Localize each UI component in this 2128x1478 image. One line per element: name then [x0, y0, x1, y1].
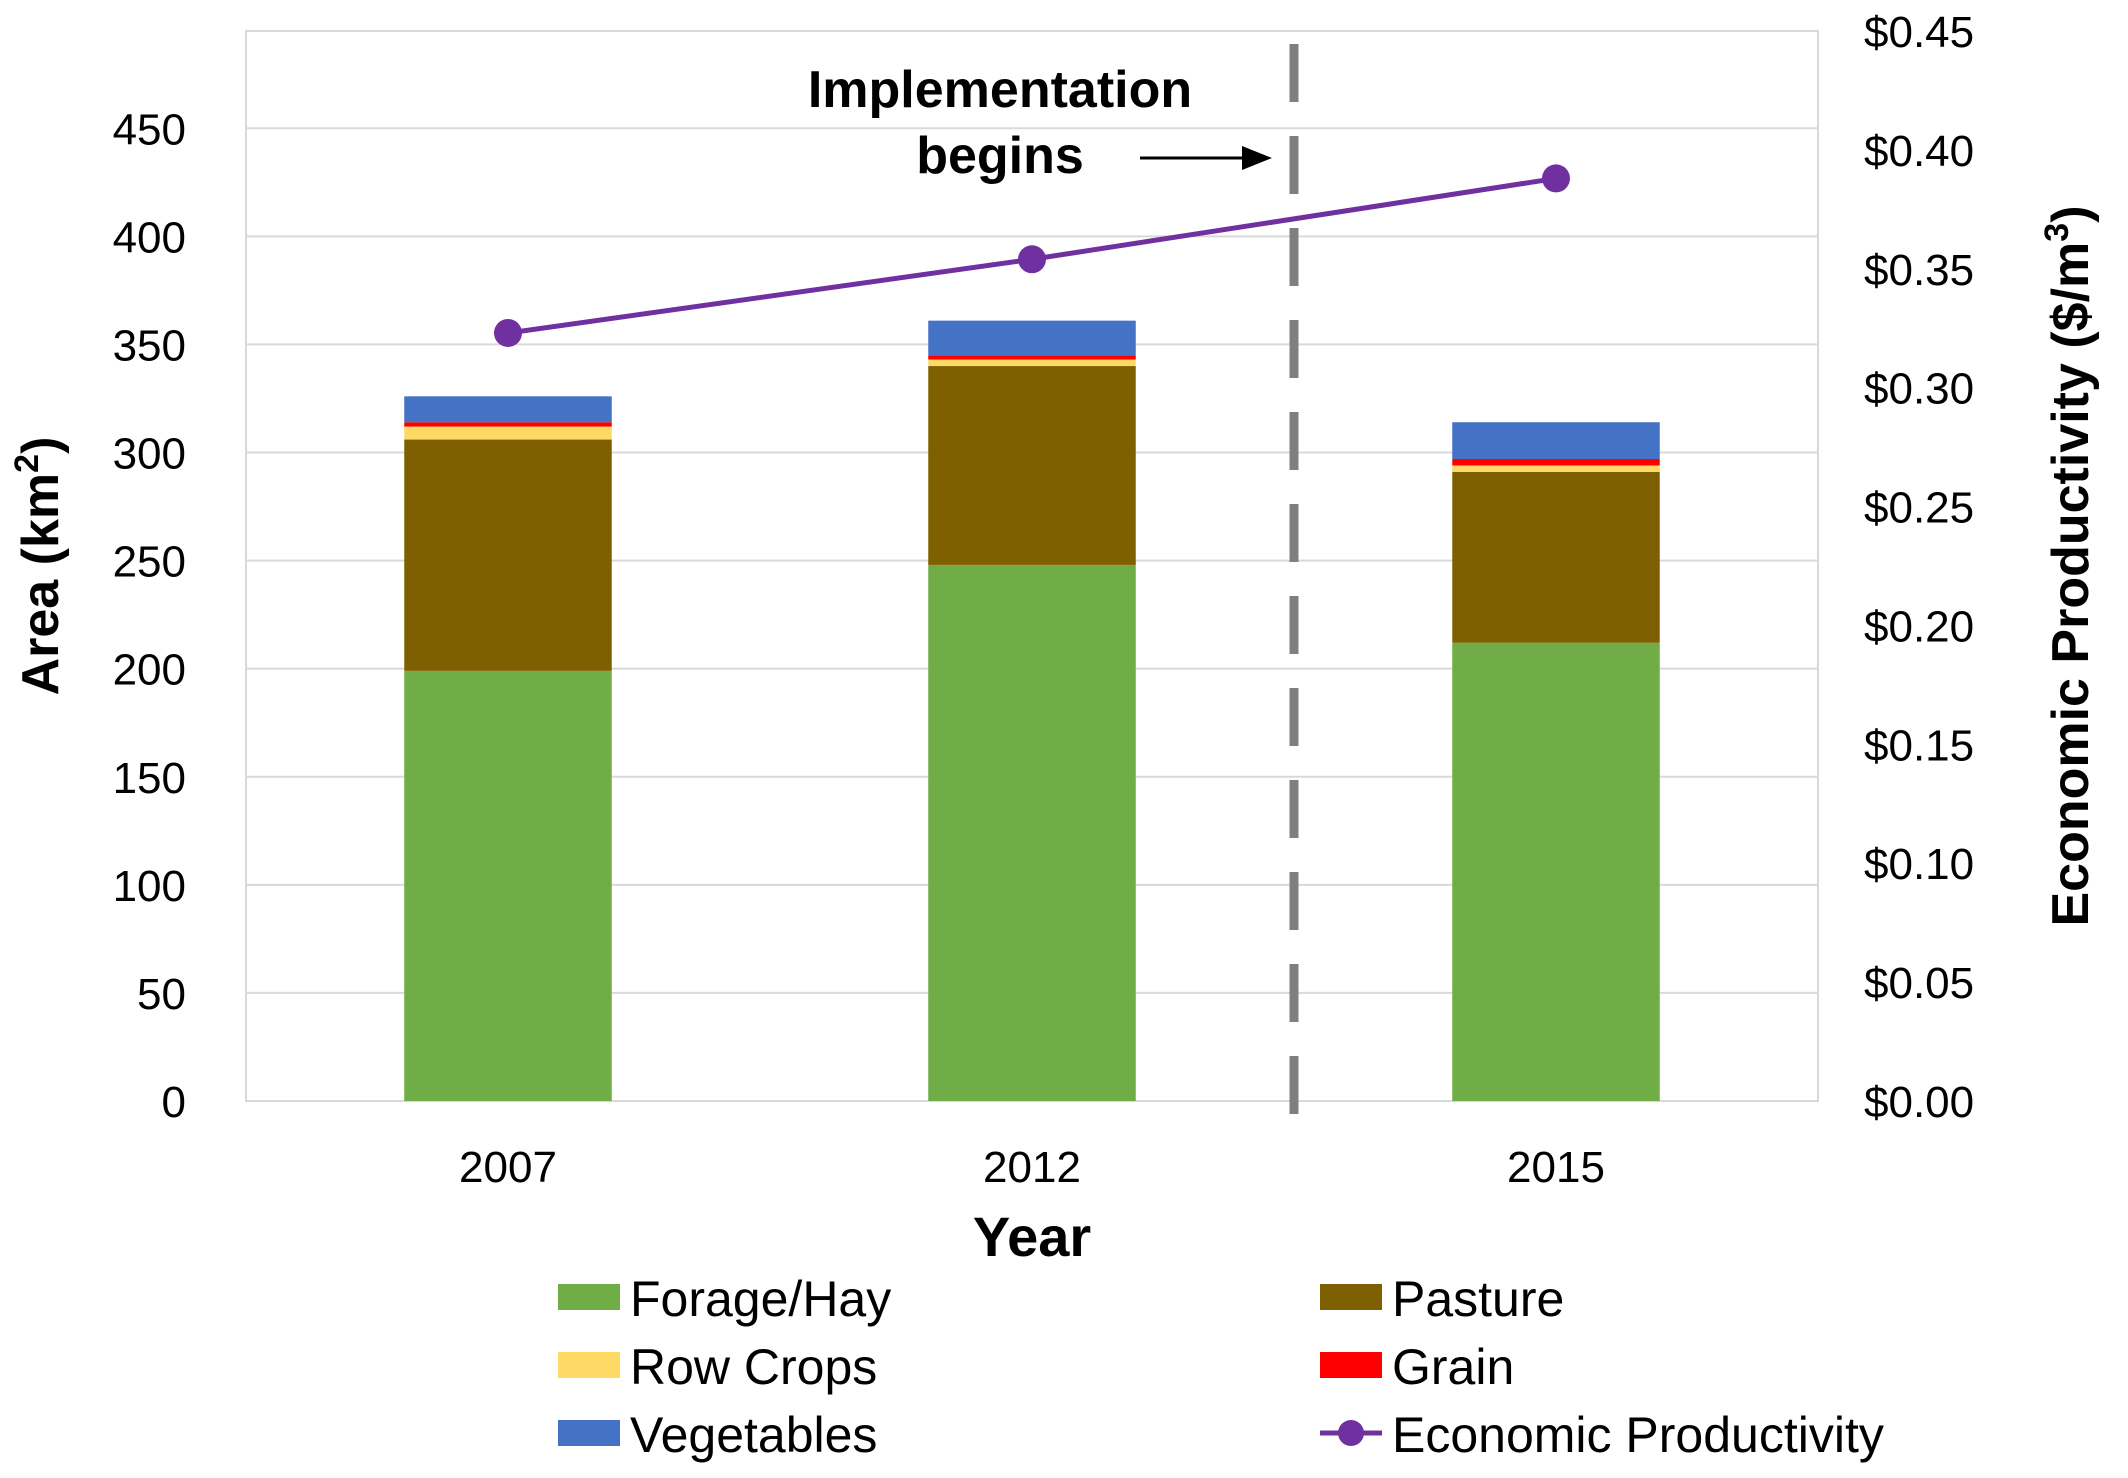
y2-tick-label: $0.00 — [1864, 1078, 1974, 1127]
y-tick-label: 450 — [113, 105, 186, 154]
legend-label-grain: Grain — [1392, 1339, 1514, 1395]
legend-label-row-crops: Row Crops — [630, 1339, 877, 1395]
annotation-line-1: Implementation — [808, 61, 1192, 119]
bar-pasture-2015 — [1452, 471, 1660, 643]
x-axis-title: Year — [973, 1205, 1091, 1268]
bars — [404, 320, 1660, 1101]
legend-swatch-row-crops — [558, 1352, 620, 1378]
bar-vegetables-2015 — [1452, 422, 1660, 459]
y2-tick-label: $0.45 — [1864, 8, 1974, 57]
annotation-line-2: begins — [916, 127, 1084, 185]
y2-tick-label: $0.35 — [1864, 246, 1974, 295]
legend-swatch-grain — [1320, 1352, 1382, 1378]
y-tick-label: 100 — [113, 862, 186, 911]
legend-label-forage-hay: Forage/Hay — [630, 1271, 891, 1327]
bar-vegetables-2012 — [928, 320, 1136, 356]
bar-forage-hay-2012 — [928, 564, 1136, 1101]
x-tick-label: 2012 — [983, 1143, 1081, 1192]
y2-tick-label: $0.20 — [1864, 602, 1974, 651]
bar-pasture-2007 — [404, 439, 612, 671]
y2-tick-label: $0.15 — [1864, 721, 1974, 770]
legend-swatch-pasture — [1320, 1284, 1382, 1310]
annotation-arrow-head — [1242, 146, 1272, 170]
y-tick-label: 350 — [113, 321, 186, 370]
economic-productivity-line — [494, 164, 1570, 347]
y-tick-label: 0 — [162, 1078, 186, 1127]
y2-axis-title-sup: 3 — [2038, 223, 2076, 242]
y-axis-title-sup: 2 — [8, 454, 46, 473]
bar-grain-2012 — [928, 355, 1136, 360]
legend-swatch-forage-hay — [558, 1284, 620, 1310]
economic-productivity-point — [494, 318, 522, 347]
y2-axis-title: Economic Productivity ($/m3) — [2038, 205, 2100, 926]
x-axis-ticks: 2007 2012 2015 — [459, 1143, 1605, 1192]
legend: Forage/Hay Pasture Row Crops Grain Vegetable… — [558, 1271, 1884, 1463]
y2-tick-label: $0.05 — [1864, 959, 1974, 1008]
legend-marker-economic-productivity — [1338, 1420, 1364, 1446]
bar-grain-2015 — [1452, 459, 1660, 466]
bar-vegetables-2007 — [404, 396, 612, 423]
bar-forage-hay-2007 — [404, 670, 612, 1101]
y-axis-ticks: 0 50 100 150 200 250 300 350 400 450 — [113, 105, 186, 1127]
economic-productivity-point — [1018, 245, 1046, 274]
bar-grain-2007 — [404, 422, 612, 427]
y2-axis-ticks: $0.00 $0.05 $0.10 $0.15 $0.20 $0.25 $0.30 $0.35… — [1864, 8, 1974, 1127]
x-tick-label: 2015 — [1507, 1143, 1605, 1192]
bar-row-crops-2015 — [1452, 465, 1660, 472]
bar-row-crops-2012 — [928, 359, 1136, 367]
y-tick-label: 400 — [113, 213, 186, 262]
legend-swatch-vegetables — [558, 1420, 620, 1446]
y-tick-label: 50 — [137, 970, 186, 1019]
y-tick-label: 150 — [113, 754, 186, 803]
y-tick-label: 300 — [113, 430, 186, 479]
bar-row-crops-2007 — [404, 426, 612, 440]
legend-label-economic-productivity: Economic Productivity — [1392, 1407, 1884, 1463]
y-tick-label: 250 — [113, 538, 186, 587]
annotation: Implementation begins — [808, 61, 1272, 185]
y2-tick-label: $0.30 — [1864, 365, 1974, 414]
y-axis-title: Area (km2) — [8, 437, 70, 696]
legend-label-pasture: Pasture — [1392, 1271, 1564, 1327]
economic-productivity-point — [1542, 164, 1570, 193]
y2-tick-label: $0.40 — [1864, 127, 1974, 176]
y-tick-label: 200 — [113, 646, 186, 695]
bar-forage-hay-2015 — [1452, 642, 1660, 1101]
x-tick-label: 2007 — [459, 1143, 557, 1192]
y2-tick-label: $0.25 — [1864, 484, 1974, 533]
bar-pasture-2012 — [928, 366, 1136, 565]
y2-tick-label: $0.10 — [1864, 840, 1974, 889]
legend-label-vegetables: Vegetables — [630, 1407, 877, 1463]
